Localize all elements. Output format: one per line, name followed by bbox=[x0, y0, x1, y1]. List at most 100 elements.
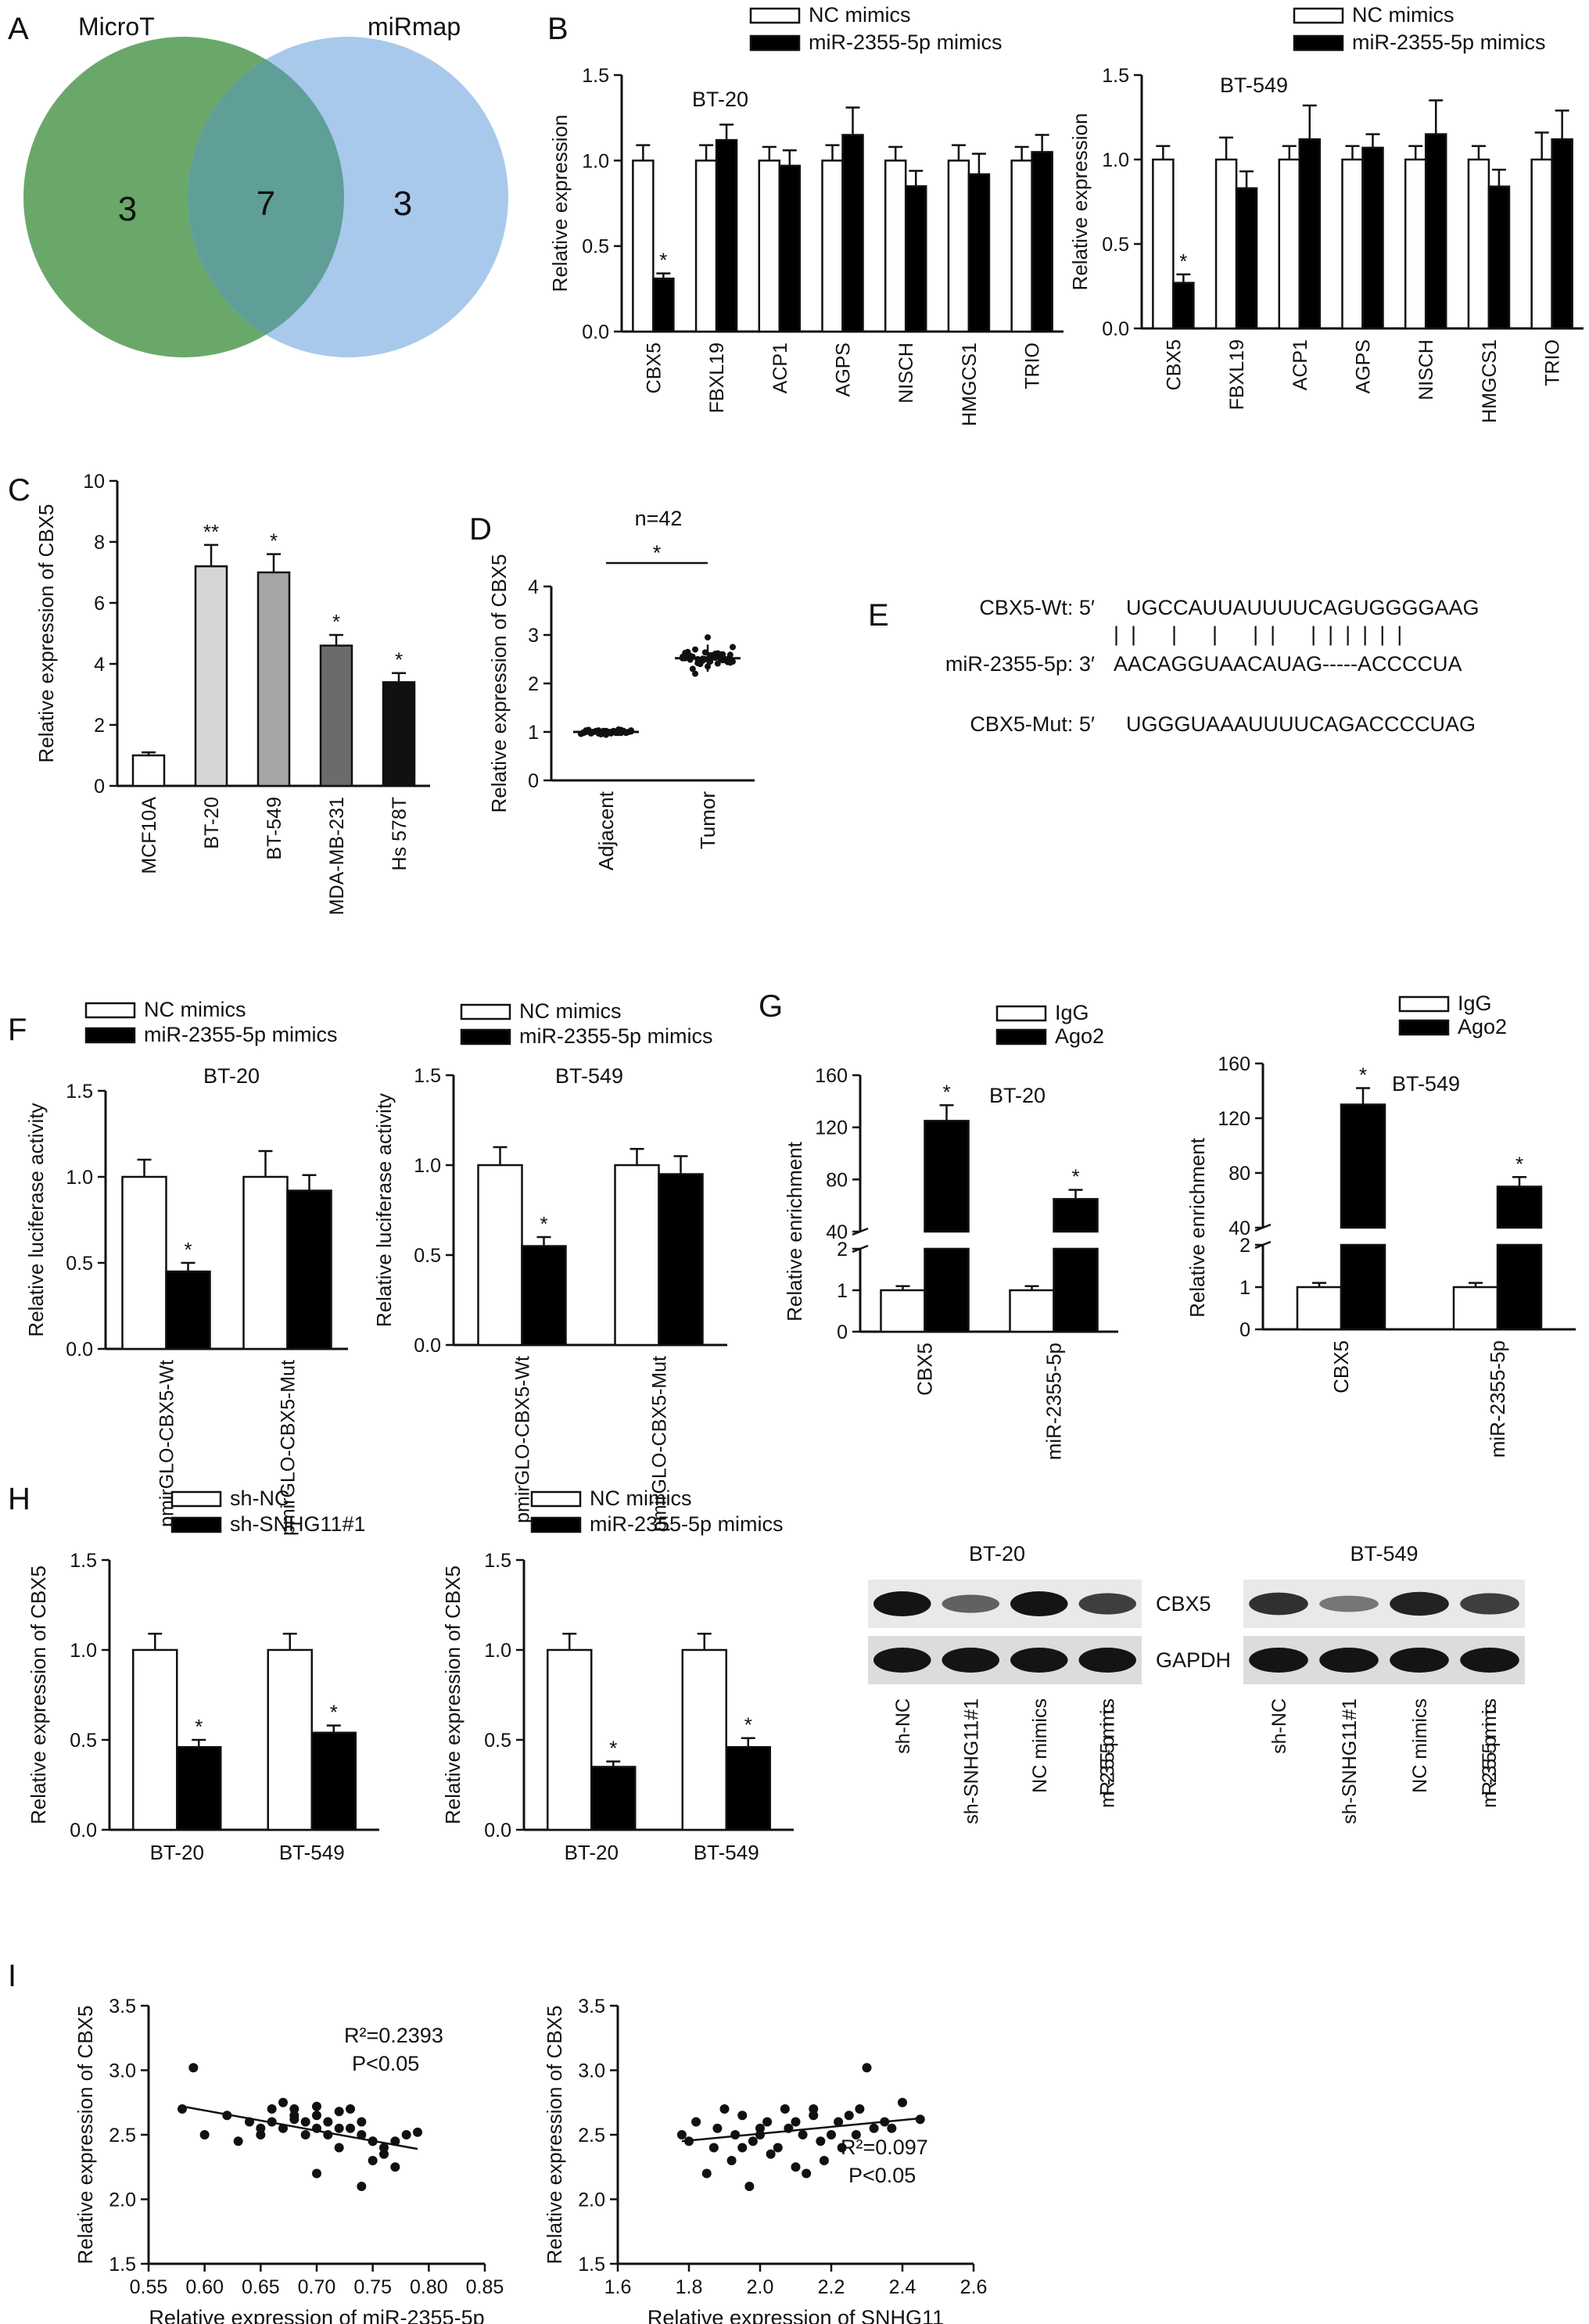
bar bbox=[1031, 151, 1053, 333]
data-point bbox=[357, 2182, 367, 2191]
data-point bbox=[199, 2130, 210, 2139]
x-tick-label: pmirGLO-CBX5-Mut bbox=[649, 1356, 671, 1532]
data-point bbox=[346, 2104, 355, 2114]
y-tick-label: 80 bbox=[826, 1169, 848, 1191]
data-point bbox=[379, 2143, 389, 2153]
legend-label: miR-2355-5p mimics bbox=[590, 1512, 784, 1536]
data-point bbox=[755, 2123, 765, 2133]
seq-label-cbx5-wt: CBX5-Wt: 5′ bbox=[979, 596, 1095, 619]
legend-label: IgG bbox=[1055, 1001, 1089, 1024]
y-axis-label: Relative expression of CBX5 bbox=[441, 1565, 465, 1824]
x-tick-label: HMGCS1 bbox=[959, 343, 981, 426]
data-point bbox=[791, 2162, 801, 2172]
bar bbox=[725, 1745, 771, 1831]
bar bbox=[632, 160, 655, 333]
significance-marker: * bbox=[1359, 1063, 1367, 1087]
legend-swatch bbox=[995, 1005, 1047, 1022]
panel-letter-i: I bbox=[8, 1959, 16, 1993]
bar bbox=[1530, 158, 1553, 330]
chart-panel-label: BT-549 bbox=[555, 1064, 623, 1088]
significance-marker: * bbox=[195, 1715, 203, 1738]
x-tick-label: CBX5 bbox=[1329, 1340, 1353, 1393]
y-axis-label: Relative expression of CBX5 bbox=[543, 2006, 566, 2265]
chart-h1: 0.0 0.5 1.0 1.5 Relative expression of CBX5 B… bbox=[27, 1550, 379, 1864]
y-tick-label: 10 bbox=[83, 471, 105, 493]
x-tick-label: CBX5 bbox=[643, 343, 665, 393]
x-tick-label: MCF10A bbox=[138, 797, 160, 874]
bar bbox=[131, 754, 166, 787]
data-point bbox=[390, 2162, 400, 2172]
chart-h2: 0.0 0.5 1.0 1.5 Relative expression of CBX5 B… bbox=[441, 1550, 794, 1864]
bar bbox=[319, 644, 353, 787]
bar bbox=[1487, 185, 1511, 330]
seq-label-mir: miR-2355-5p: 3′ bbox=[945, 652, 1095, 676]
legend-swatch bbox=[460, 1028, 511, 1045]
y-axis-label: Relative expression of CBX5 bbox=[487, 554, 511, 813]
regression-line bbox=[681, 2117, 924, 2143]
x-tick-label: FBXL19 bbox=[1226, 339, 1248, 410]
y-tick-label: 1 bbox=[1239, 1277, 1250, 1299]
legend-swatch bbox=[460, 1003, 511, 1020]
bar bbox=[194, 565, 228, 787]
y-tick-label: 0.5 bbox=[66, 1253, 93, 1275]
significance-marker: * bbox=[270, 529, 278, 553]
x-tick-label: CBX5 bbox=[1163, 339, 1185, 390]
bar bbox=[1452, 1286, 1499, 1331]
venn-diagram: MicroT miRmap 3 7 3 bbox=[23, 13, 508, 357]
data-point bbox=[289, 2104, 300, 2114]
data-point bbox=[762, 2117, 773, 2127]
y-tick-label: 0.5 bbox=[484, 1730, 511, 1752]
x-tick-label: CBX5 bbox=[913, 1343, 937, 1396]
legend-label: miR-2355-5p mimics bbox=[144, 1023, 338, 1046]
x-tick-label: Hs 578T bbox=[389, 797, 411, 870]
chart-c: 0 2 4 6 8 10 Relative expression of CBX5 MCF10A… bbox=[34, 471, 430, 915]
y-tick-label: 0.0 bbox=[70, 1820, 97, 1842]
y-axis-label: Relative expression bbox=[1068, 113, 1092, 291]
bar bbox=[821, 160, 844, 333]
x-tick-label: pmirGLO-CBX5-Wt bbox=[512, 1356, 534, 1523]
data-point bbox=[312, 2111, 321, 2121]
data-point bbox=[401, 2130, 411, 2139]
significance-marker: ** bbox=[203, 520, 219, 543]
blot-lane-label: sh-SNHG11#1 bbox=[1339, 1698, 1361, 1824]
bar bbox=[547, 1648, 593, 1831]
significance-marker: * bbox=[1071, 1165, 1079, 1189]
y-tick-label: 0 bbox=[837, 1322, 848, 1343]
chart-d: 0 1 2 3 4 Relative expression of CBX5 n=42 Adja… bbox=[487, 507, 755, 870]
blot-row-label: CBX5 bbox=[1156, 1592, 1211, 1616]
data-point bbox=[188, 2063, 199, 2073]
chart-f2: 0.0 0.5 1.0 1.5 Relative luciferase activity… bbox=[372, 1064, 727, 1532]
bar bbox=[841, 134, 864, 333]
y-tick-label: 2.5 bbox=[578, 2125, 605, 2146]
y-tick-label: 2 bbox=[837, 1239, 848, 1261]
bar-upper-part bbox=[1053, 1198, 1099, 1233]
data-point bbox=[755, 2130, 765, 2139]
bar bbox=[758, 160, 781, 333]
data-point bbox=[676, 2130, 687, 2139]
bar bbox=[947, 160, 970, 333]
regression-line bbox=[181, 2105, 418, 2150]
y-tick-label: 0.0 bbox=[66, 1339, 93, 1361]
data-point bbox=[798, 2130, 808, 2139]
legend-swatch bbox=[1293, 34, 1344, 52]
chart-panel-label: BT-549 bbox=[1392, 1072, 1460, 1096]
y-tick-label: 2.0 bbox=[578, 2190, 605, 2211]
blot-lane-label: NC mimics bbox=[1409, 1698, 1431, 1793]
data-point bbox=[233, 2136, 243, 2146]
legend-label: NC mimics bbox=[590, 1487, 691, 1510]
y-tick-label: 0.5 bbox=[1102, 234, 1129, 256]
y-tick-label: 6 bbox=[94, 593, 105, 615]
panel-letter-h: H bbox=[8, 1482, 30, 1516]
bar bbox=[1341, 158, 1364, 330]
x-tick-label: AGPS bbox=[833, 343, 855, 396]
y-tick-label: 1.0 bbox=[1102, 149, 1129, 171]
blot-band bbox=[1010, 1591, 1068, 1616]
y-tick-label: 1.5 bbox=[66, 1081, 93, 1103]
seq-cbx5-mut: UGGGUAAAUUUUCAGACCCCUAG bbox=[1126, 712, 1476, 736]
bar bbox=[132, 1648, 178, 1831]
x-tick-label: 0.60 bbox=[185, 2276, 224, 2298]
x-tick-label: BT-20 bbox=[201, 797, 223, 849]
data-point bbox=[712, 651, 719, 658]
data-point bbox=[834, 2117, 844, 2127]
